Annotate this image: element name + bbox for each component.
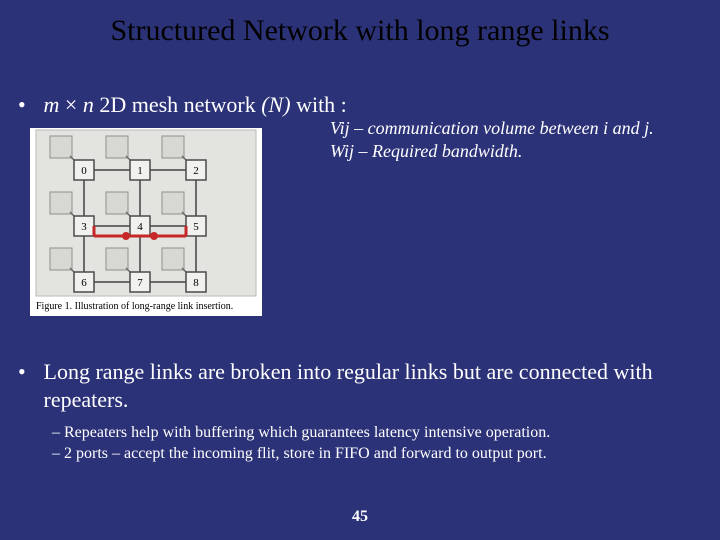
mesh-diagram: 0 1 2 3 4 5 6 7 8 bbox=[30, 128, 262, 298]
svg-text:4: 4 bbox=[137, 221, 143, 233]
sub-bullet-1: – Repeaters help with buffering which gu… bbox=[52, 424, 702, 442]
svg-text:1: 1 bbox=[137, 165, 143, 177]
definition-vij: Vij – communication volume between i and… bbox=[330, 118, 654, 139]
figure-caption: Figure 1. Illustration of long-range lin… bbox=[36, 301, 256, 312]
svg-text:2: 2 bbox=[193, 165, 199, 177]
slide-title: Structured Network with long range links bbox=[0, 14, 720, 48]
svg-text:8: 8 bbox=[193, 277, 199, 289]
sub-bullet-2: – 2 ports – accept the incoming flit, st… bbox=[52, 445, 702, 463]
svg-text:3: 3 bbox=[81, 221, 87, 233]
svg-text:6: 6 bbox=[81, 277, 87, 289]
svg-text:7: 7 bbox=[137, 277, 143, 289]
slide: Structured Network with long range links… bbox=[0, 0, 720, 540]
svg-text:0: 0 bbox=[81, 165, 87, 177]
bullet1-N: (N) bbox=[261, 92, 290, 117]
svg-text:5: 5 bbox=[193, 221, 199, 233]
bullet1-n: n bbox=[83, 92, 94, 117]
mesh-figure: 0 1 2 3 4 5 6 7 8 Figure 1. Illustration of long… bbox=[30, 128, 262, 316]
bullet-1: • m × n 2D mesh network (N) with : bbox=[18, 92, 347, 118]
bullet1-with: with : bbox=[291, 92, 347, 117]
bullet1-times: × bbox=[59, 92, 82, 117]
bullet1-rest: 2D mesh network bbox=[94, 92, 261, 117]
bullet-dot-icon: • bbox=[18, 92, 32, 118]
bullet1-m: m bbox=[44, 92, 60, 117]
definition-wij: Wij – Required bandwidth. bbox=[330, 141, 522, 162]
slide-number: 45 bbox=[0, 508, 720, 526]
bullet2-text: Long range links are broken into regular… bbox=[44, 358, 694, 413]
bullet-2: • Long range links are broken into regul… bbox=[18, 358, 702, 413]
bullet-dot-icon: • bbox=[18, 358, 32, 386]
